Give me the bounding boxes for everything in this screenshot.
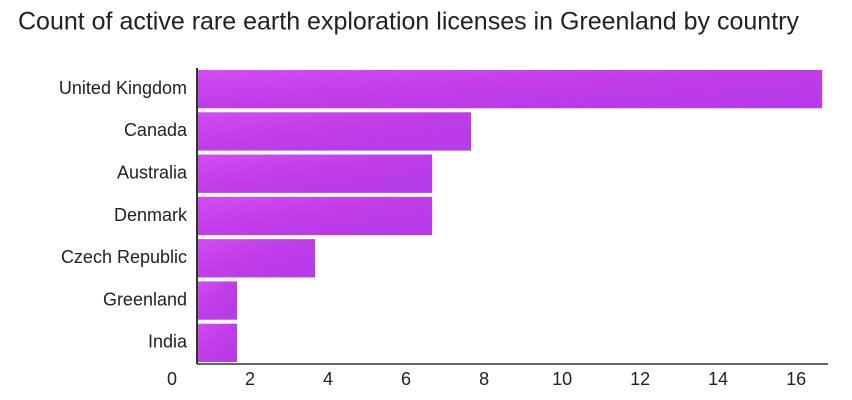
y-tick-label: Greenland xyxy=(103,289,187,309)
x-tick-label: 6 xyxy=(401,369,411,389)
x-tick-label: 14 xyxy=(708,369,728,389)
bar xyxy=(198,70,823,109)
bar xyxy=(198,112,472,151)
x-tick-label: 2 xyxy=(245,369,255,389)
y-tick-label: Canada xyxy=(124,120,188,140)
y-tick-label: Czech Republic xyxy=(61,247,187,267)
bar xyxy=(198,196,433,236)
x-tick-label: 16 xyxy=(786,369,806,389)
y-tick-label: Australia xyxy=(117,162,188,182)
bar xyxy=(198,239,316,278)
bar xyxy=(198,154,433,193)
x-tick-label: 12 xyxy=(630,369,650,389)
x-tick-label: 8 xyxy=(479,369,489,389)
x-tick-label: 0 xyxy=(167,369,177,389)
y-tick-label: Denmark xyxy=(114,205,188,225)
x-tick-label: 4 xyxy=(323,369,333,389)
chart-title: Count of active rare earth exploration l… xyxy=(18,8,799,36)
x-tick-label: 10 xyxy=(552,369,572,389)
bar xyxy=(198,323,238,362)
bar xyxy=(198,281,238,320)
y-tick-label: United Kingdom xyxy=(59,78,187,98)
y-tick-label: India xyxy=(148,332,188,352)
